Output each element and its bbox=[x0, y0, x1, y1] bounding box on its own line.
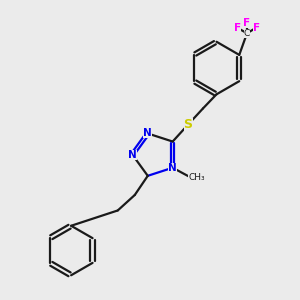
Text: N: N bbox=[143, 128, 152, 139]
Text: N: N bbox=[128, 150, 137, 160]
Text: N: N bbox=[168, 163, 177, 173]
Text: F: F bbox=[253, 23, 260, 33]
Text: F: F bbox=[243, 18, 250, 28]
Text: CH₃: CH₃ bbox=[188, 173, 205, 182]
Text: C: C bbox=[244, 29, 250, 38]
Text: F: F bbox=[233, 23, 241, 33]
Text: S: S bbox=[184, 118, 193, 131]
